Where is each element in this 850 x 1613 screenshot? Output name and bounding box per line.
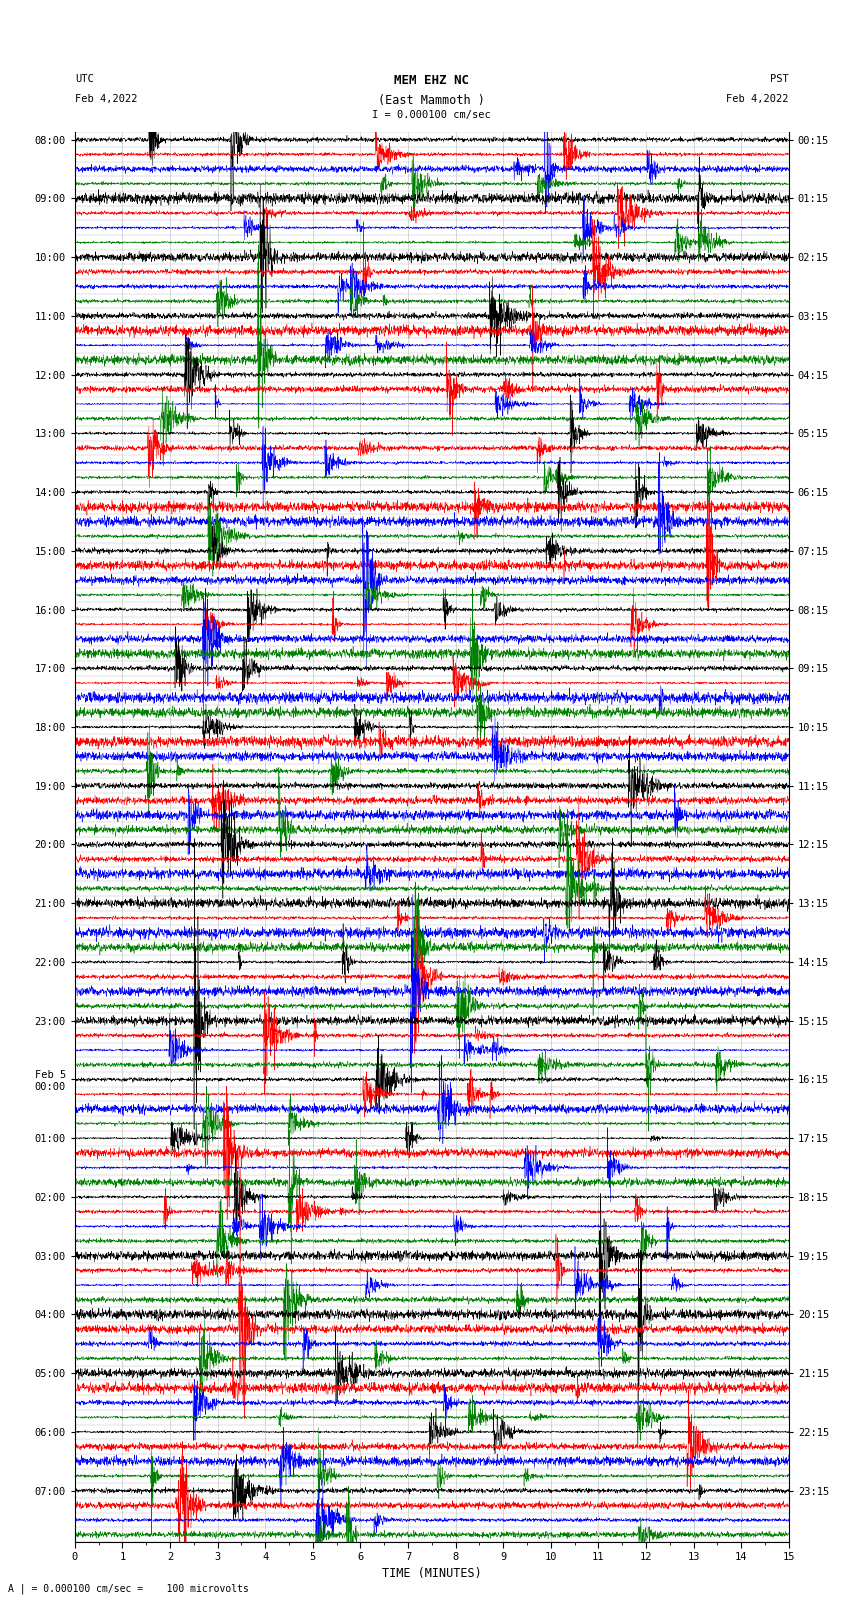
Text: Feb 4,2022: Feb 4,2022 — [726, 94, 789, 103]
Text: PST: PST — [770, 74, 789, 84]
Text: Feb 4,2022: Feb 4,2022 — [75, 94, 138, 103]
Text: A | = 0.000100 cm/sec =    100 microvolts: A | = 0.000100 cm/sec = 100 microvolts — [8, 1582, 249, 1594]
Text: MEM EHZ NC: MEM EHZ NC — [394, 74, 469, 87]
Text: (East Mammoth ): (East Mammoth ) — [378, 94, 485, 106]
Text: I = 0.000100 cm/sec: I = 0.000100 cm/sec — [372, 110, 491, 119]
Text: UTC: UTC — [75, 74, 94, 84]
X-axis label: TIME (MINUTES): TIME (MINUTES) — [382, 1566, 482, 1579]
